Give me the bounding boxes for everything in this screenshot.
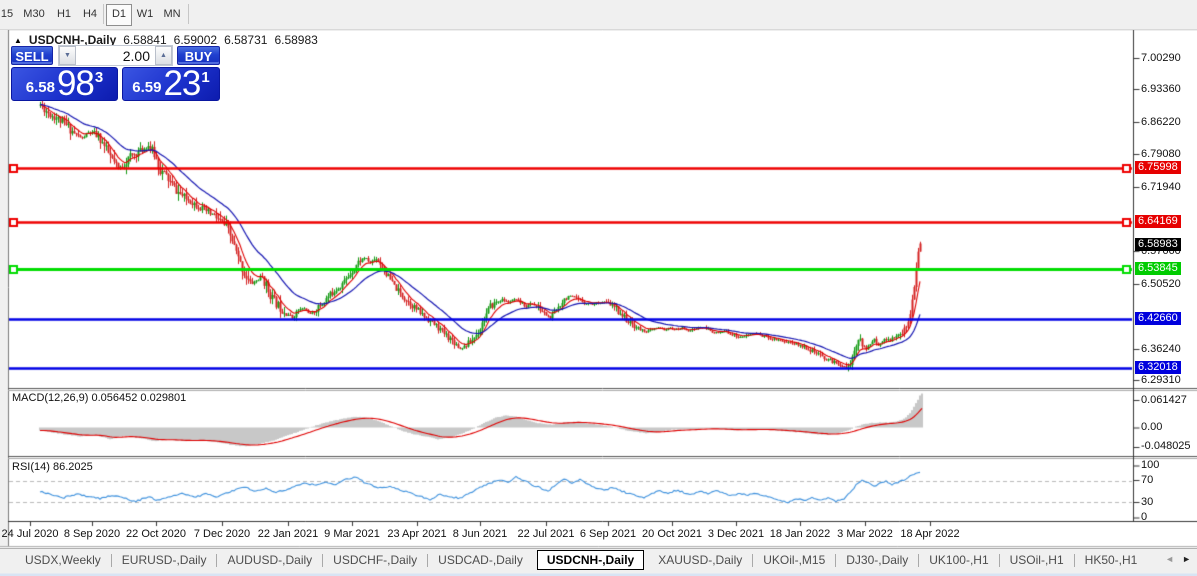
one-click-trading-panel: SELL ▼ ▲ BUY 6.58 98 3 6.59 23 1 <box>11 45 220 102</box>
price-tick: 6.29310 <box>1141 374 1181 386</box>
level-price-label-green: 6.53845 <box>1135 262 1181 275</box>
rsi-axis-tick: 100 <box>1141 459 1160 471</box>
rsi-axis-tick: 30 <box>1141 496 1154 508</box>
buy-price-big: 23 <box>163 64 201 103</box>
ohlc-close: 6.58983 <box>274 33 318 47</box>
status-strip <box>0 571 1197 576</box>
buy-button[interactable]: BUY <box>177 46 220 65</box>
date-tick: 22 Oct 2020 <box>126 528 186 540</box>
level-price-label-blue: 6.42660 <box>1135 312 1181 325</box>
date-tick: 18 Jan 2022 <box>769 528 831 540</box>
date-tick: 6 Sep 2021 <box>579 528 637 540</box>
tf-button-m30[interactable]: M30 <box>23 8 45 20</box>
tab-separator <box>918 553 920 567</box>
level-price-label-red: 6.64169 <box>1135 215 1181 228</box>
tab-xauusd-daily[interactable]: XAUUSD-,Daily <box>658 553 743 567</box>
tab-uk100-h1[interactable]: UK100-,H1 <box>929 553 989 567</box>
toolbar-separator <box>188 4 189 24</box>
ohlc-low: 6.58731 <box>224 33 268 47</box>
buy-price-prefix: 6.59 <box>132 79 162 96</box>
buy-price-pip: 1 <box>201 69 210 86</box>
tab-usoil-h1[interactable]: USOil-,H1 <box>1009 553 1064 567</box>
macd-axis-tick: 0.061427 <box>1141 394 1187 406</box>
tab-usdcad-daily[interactable]: USDCAD-,Daily <box>438 553 523 567</box>
tf-button-h4[interactable]: H4 <box>82 8 98 20</box>
price-tick: 7.00290 <box>1141 52 1181 64</box>
timeframe-toolbar: 15 M30 H1 H4 D1 W1 MN <box>0 0 1197 30</box>
sell-price-prefix: 6.58 <box>25 79 55 96</box>
tab-hk50-h1[interactable]: HK50-,H1 <box>1084 553 1138 567</box>
chart-window-title: ▲ USDCNH-,Daily 6.58841 6.59002 6.58731 … <box>14 33 318 47</box>
volume-control: ▼ ▲ <box>58 45 173 66</box>
price-tick: 6.71940 <box>1141 181 1181 193</box>
date-tick: 24 Jul 2020 <box>1 528 59 540</box>
volume-increase-icon[interactable]: ▲ <box>155 46 172 65</box>
tab-usdcnh-daily-active[interactable]: USDCNH-,Daily <box>536 550 645 570</box>
tab-eurusd-daily[interactable]: EURUSD-,Daily <box>121 553 207 567</box>
tab-separator <box>110 553 112 567</box>
sell-price-big: 98 <box>56 64 95 103</box>
tab-scroll-right-icon[interactable]: ► <box>1182 554 1191 564</box>
date-tick: 22 Jan 2021 <box>257 528 319 540</box>
tab-separator <box>835 553 837 567</box>
date-tick: 22 Jul 2021 <box>517 528 575 540</box>
buy-quote-box[interactable]: 6.59 23 1 <box>122 64 220 103</box>
tab-usdchf-daily[interactable]: USDCHF-,Daily <box>333 553 418 567</box>
tab-separator <box>752 553 754 567</box>
price-tick: 6.93360 <box>1141 83 1181 95</box>
rsi-indicator-label: RSI(14) 86.2025 <box>12 461 93 473</box>
macd-axis-tick: -0.048025 <box>1141 440 1191 452</box>
tab-scroll-left-icon[interactable]: ◄ <box>1165 554 1175 564</box>
date-tick: 3 Mar 2022 <box>837 528 893 540</box>
tf-button-w1[interactable]: W1 <box>136 8 154 20</box>
date-tick: 18 Apr 2022 <box>900 528 960 540</box>
tab-separator <box>427 553 429 567</box>
tf-button-m15[interactable]: 15 <box>0 8 14 20</box>
tab-usdx-weekly[interactable]: USDX,Weekly <box>25 553 101 567</box>
chart-symbol-title: USDCNH-,Daily <box>28 33 117 47</box>
tab-dj30-daily[interactable]: DJ30-,Daily <box>846 553 909 567</box>
tab-separator <box>216 553 218 567</box>
date-tick: 8 Sep 2020 <box>63 528 121 540</box>
date-tick: 3 Dec 2021 <box>707 528 765 540</box>
volume-input[interactable] <box>76 46 155 65</box>
price-tick: 6.36240 <box>1141 343 1181 355</box>
rsi-axis-tick: 0 <box>1141 511 1148 523</box>
volume-decrease-icon[interactable]: ▼ <box>59 46 76 65</box>
rsi-axis-tick: 70 <box>1141 474 1154 486</box>
date-tick: 23 Apr 2021 <box>387 528 447 540</box>
tab-separator <box>322 553 324 567</box>
current-price-label: 6.58983 <box>1135 238 1181 251</box>
chart-tabs-bar: USDX,Weekly EURUSD-,Daily AUDUSD-,Daily … <box>0 548 1197 571</box>
macd-axis-tick: 0.00 <box>1141 421 1163 433</box>
sell-quote-box[interactable]: 6.58 98 3 <box>11 64 118 103</box>
level-price-label-red: 6.75998 <box>1135 161 1181 174</box>
price-tick: 6.50520 <box>1141 278 1181 290</box>
price-tick: 6.86220 <box>1141 116 1181 128</box>
date-tick: 8 Jun 2021 <box>452 528 508 540</box>
sell-button[interactable]: SELL <box>11 46 53 65</box>
price-tick: 6.79080 <box>1141 148 1181 160</box>
ohlc-open: 6.58841 <box>123 33 167 47</box>
date-tick: 9 Mar 2021 <box>324 528 380 540</box>
date-tick: 20 Oct 2021 <box>642 528 702 540</box>
level-price-label-blue: 6.32018 <box>1135 361 1181 374</box>
collapse-chart-icon[interactable]: ▲ <box>14 35 22 45</box>
date-tick: 7 Dec 2020 <box>193 528 251 540</box>
tf-button-d1[interactable]: D1 <box>106 4 132 26</box>
sell-price-pip: 3 <box>94 69 104 86</box>
tab-ukoil-m15[interactable]: UKOil-,M15 <box>763 553 826 567</box>
macd-indicator-label: MACD(12,26,9) 0.056452 0.029801 <box>12 392 187 404</box>
ohlc-high: 6.59002 <box>173 33 218 47</box>
toolbar-separator <box>103 4 104 24</box>
tf-button-h1[interactable]: H1 <box>56 8 72 20</box>
tab-separator <box>998 553 1000 567</box>
tab-separator <box>1073 553 1075 567</box>
tf-button-mn[interactable]: MN <box>163 8 181 20</box>
tab-audusd-daily[interactable]: AUDUSD-,Daily <box>227 553 313 567</box>
